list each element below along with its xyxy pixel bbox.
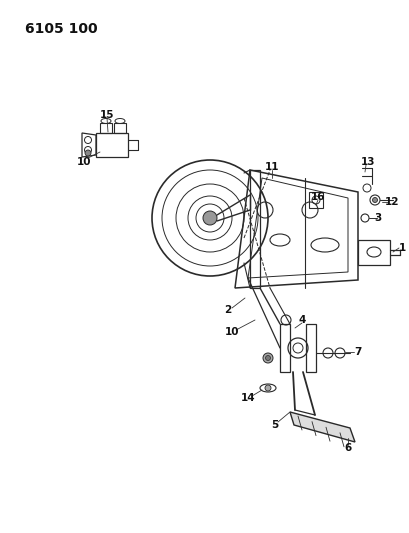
Text: 12: 12 — [384, 197, 398, 207]
Text: 2: 2 — [224, 305, 231, 315]
Text: 11: 11 — [264, 162, 279, 172]
Text: 10: 10 — [76, 157, 91, 167]
Text: 4: 4 — [298, 315, 305, 325]
Text: 3: 3 — [373, 213, 381, 223]
Circle shape — [202, 211, 216, 225]
Polygon shape — [289, 412, 354, 442]
Text: 14: 14 — [240, 393, 255, 403]
Circle shape — [262, 353, 272, 363]
Circle shape — [265, 356, 270, 360]
Text: 16: 16 — [310, 192, 324, 202]
Circle shape — [372, 198, 377, 203]
Text: 13: 13 — [360, 157, 374, 167]
Circle shape — [85, 150, 91, 156]
Text: 7: 7 — [353, 347, 361, 357]
Text: 5: 5 — [271, 420, 278, 430]
Text: 15: 15 — [99, 110, 114, 120]
Circle shape — [264, 385, 270, 391]
Text: 10: 10 — [224, 327, 239, 337]
Text: 6: 6 — [344, 443, 351, 453]
Text: 6105 100: 6105 100 — [25, 22, 97, 36]
Text: 1: 1 — [398, 243, 405, 253]
